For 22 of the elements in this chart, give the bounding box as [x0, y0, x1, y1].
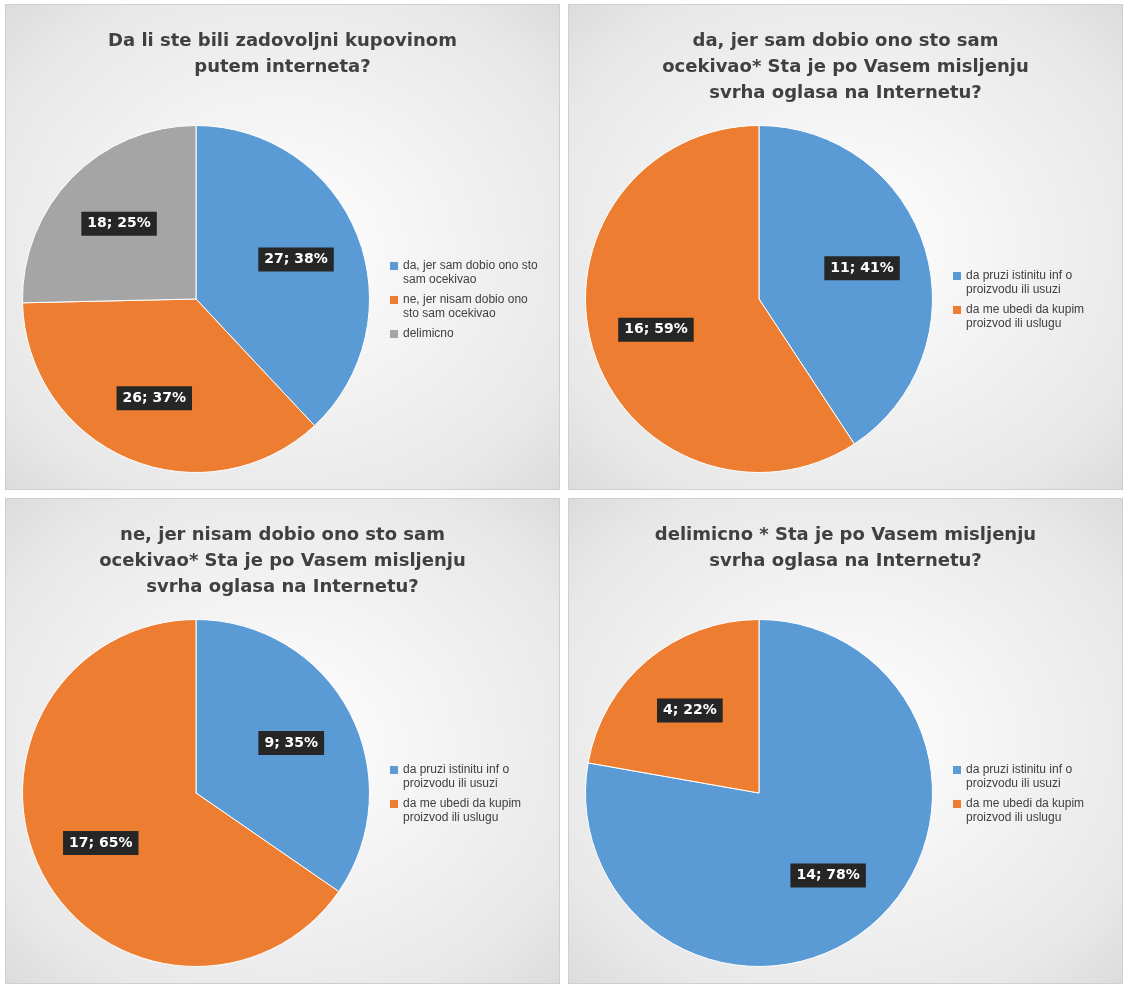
legend-label: ne, jer nisam dobio ono sto sam ocekivao — [403, 292, 529, 320]
chart-title: Da li ste bili zadovoljni kupovinom putem interneta? — [107, 28, 458, 78]
legend-label: delimicno — [403, 326, 454, 340]
chart-title: delimicno * Sta je po Vasem misljenju svrha oglasa na Internetu? — [653, 522, 1038, 572]
data-label: 27; 38% — [264, 250, 328, 267]
data-label: 17; 65% — [69, 833, 133, 850]
data-label: 16; 59% — [624, 320, 688, 337]
chart-title: ne, jer nisam dobio ono sto sam ocekivao* Sta je po Vasem misljenju svrha oglasa na Internetu? — [98, 522, 467, 598]
data-label: 14; 78% — [796, 866, 860, 883]
legend-label: da me ubedi da kupim proizvod ili uslugu — [966, 302, 1086, 330]
legend-label: da me ubedi da kupim proizvod ili uslugu — [966, 796, 1086, 824]
slice-label: da pruzi istinitu inf o proizvodu ili usuzi — [403, 762, 511, 790]
data-label: 18; 25% — [87, 214, 151, 231]
data-label: 4; 22% — [662, 701, 717, 718]
data-label: 11; 41% — [830, 258, 894, 275]
legend-label: da me ubedi da kupim proizvod ili uslugu — [403, 796, 523, 824]
slice-label: da, jer sam dobio ono sto sam ocekivao — [403, 258, 539, 286]
slice-label: da pruzi istinitu inf o proizvodu ili usuzi — [966, 268, 1074, 296]
slice-label: da pruzi istinitu inf o proizvodu ili usuzi — [966, 762, 1074, 790]
data-label: 26; 37% — [122, 388, 187, 405]
chart-title: da, jer sam dobio ono sto sam ocekivao* Sta je po Vasem misljenju svrha oglasa na Internetu? — [661, 28, 1030, 104]
data-label: 9; 35% — [264, 733, 319, 750]
